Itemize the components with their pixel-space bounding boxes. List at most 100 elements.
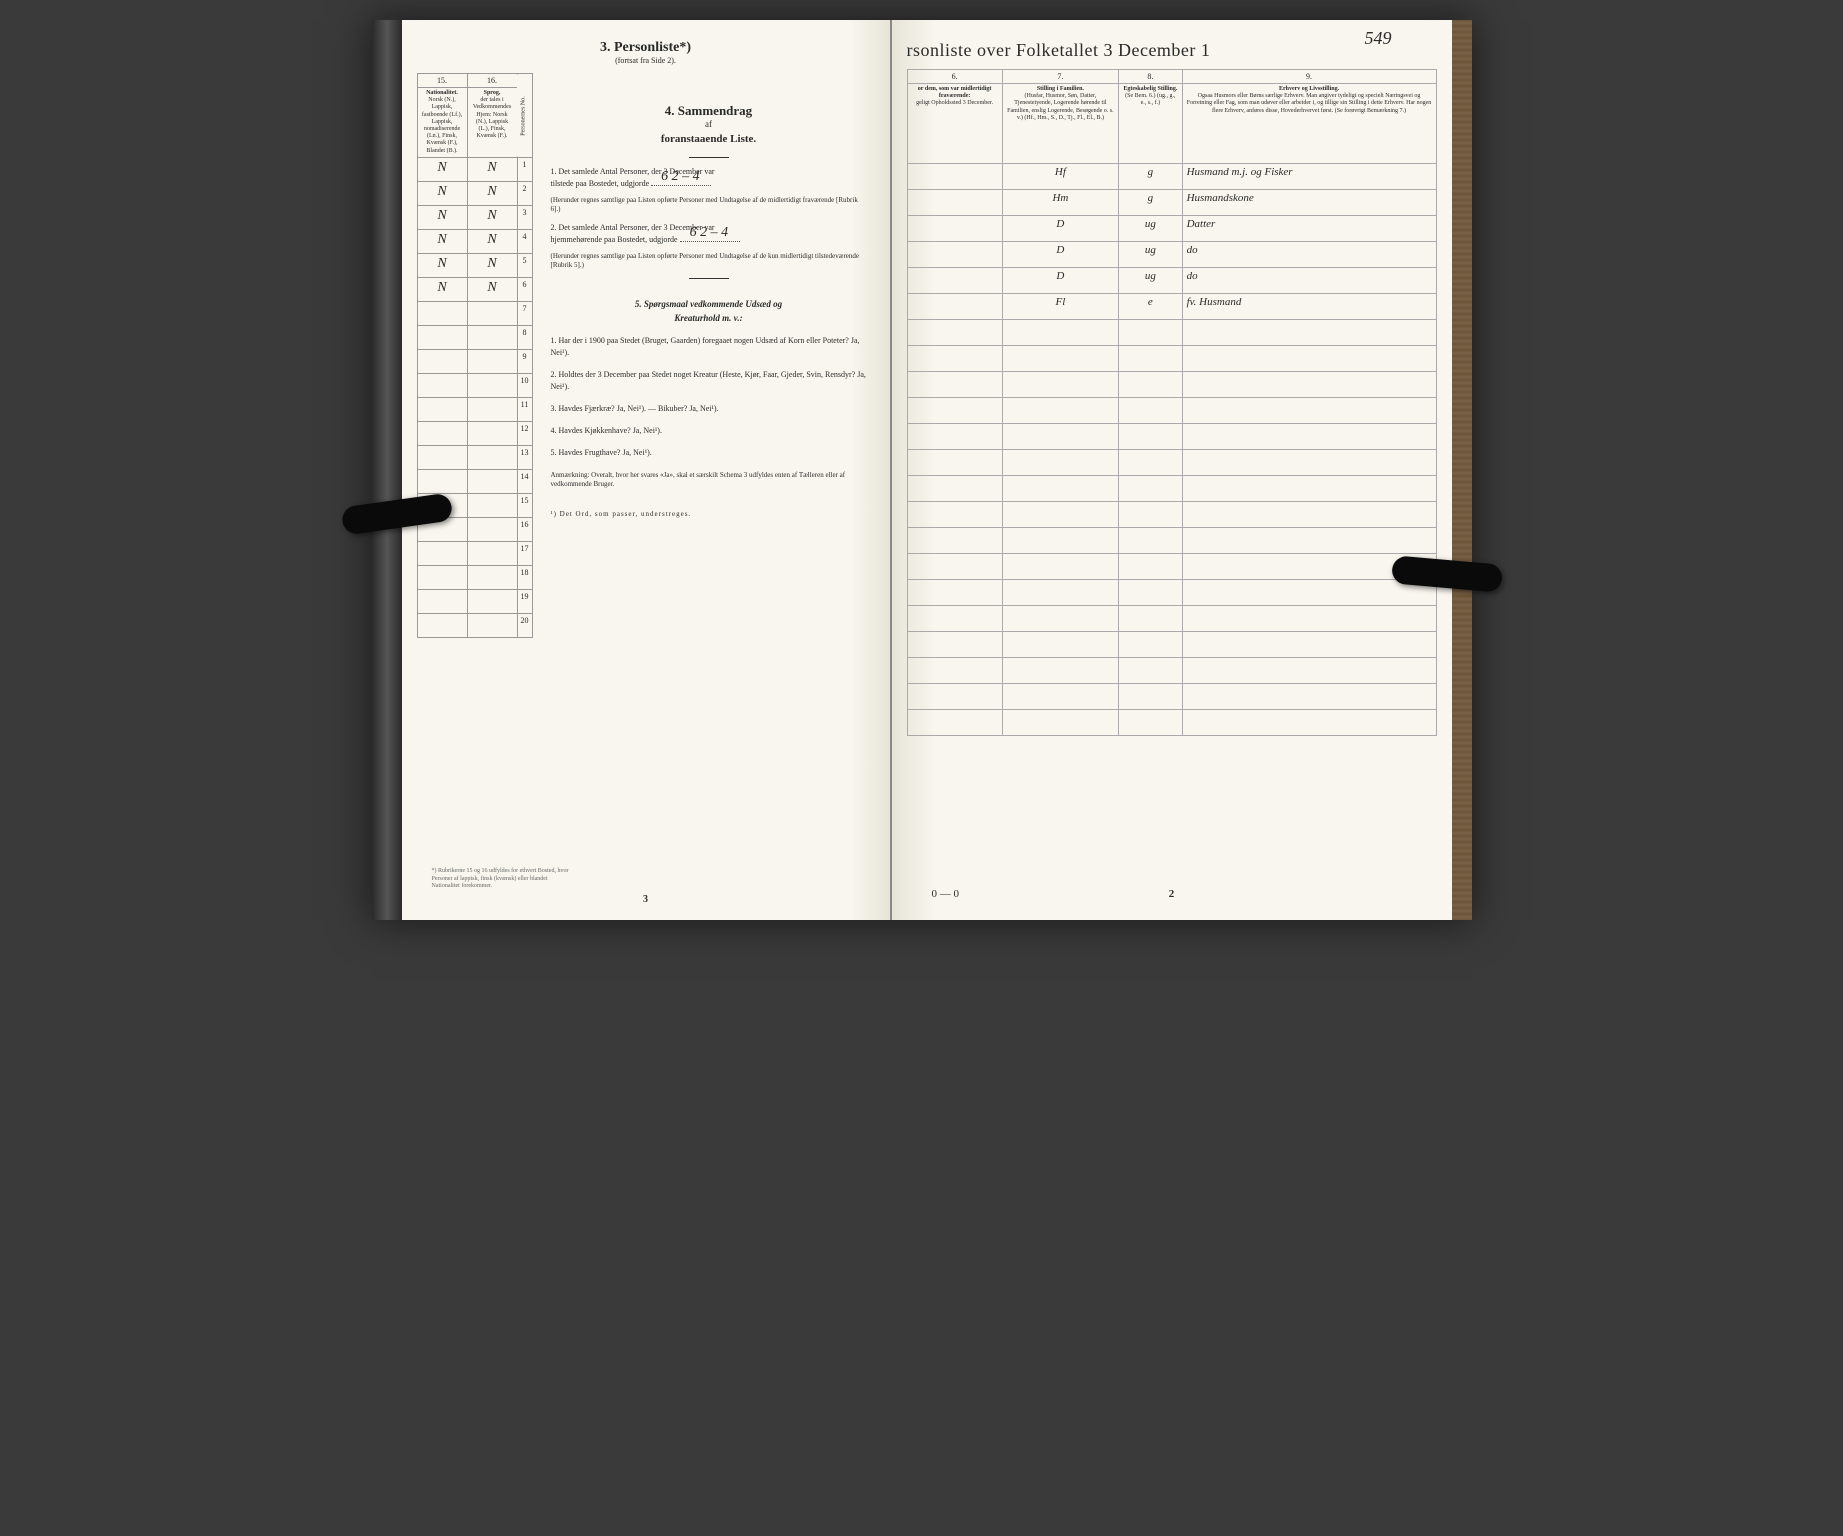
cell-empty (1002, 632, 1118, 658)
item1-paren: (Herunder regnes samtlige paa Listen opf… (551, 196, 867, 214)
row-number: 6 (517, 277, 532, 301)
cell-empty (1182, 658, 1436, 684)
cell-empty (1119, 398, 1182, 424)
cell-c16 (467, 397, 517, 421)
row-number: 8 (517, 325, 532, 349)
cell-empty (1119, 554, 1182, 580)
cell-c6 (907, 164, 1002, 190)
cell-c16: N (467, 277, 517, 301)
cell-empty (1182, 398, 1436, 424)
row-number: 19 (517, 589, 532, 613)
cell-empty (1119, 346, 1182, 372)
cell-c7: Hm (1002, 190, 1118, 216)
row-number: 9 (517, 349, 532, 373)
right-foot-num: 2 (1169, 888, 1175, 900)
cell-empty (907, 320, 1002, 346)
section3-title: 3. Personliste*) (600, 40, 691, 55)
cell-empty (1182, 450, 1436, 476)
divider (689, 157, 729, 158)
table-row-empty (907, 710, 1436, 736)
cell-empty (1002, 320, 1118, 346)
col9-num: 9. (1182, 70, 1436, 84)
cell-c16 (467, 373, 517, 397)
row-number: 11 (517, 397, 532, 421)
table-row-empty (907, 684, 1436, 710)
cell-empty (1119, 528, 1182, 554)
cell-empty (907, 372, 1002, 398)
divider2 (689, 278, 729, 279)
cell-c16 (467, 517, 517, 541)
cell-c16 (467, 565, 517, 589)
cell-c7: D (1002, 268, 1118, 294)
cell-empty (1119, 632, 1182, 658)
cell-empty (1119, 710, 1182, 736)
cell-empty (1119, 372, 1182, 398)
cell-empty (1002, 554, 1118, 580)
sammendrag-column: 4. Sammendrag af foranstaaende Liste. 1.… (543, 73, 875, 638)
table-row: 10 (417, 373, 532, 397)
table-row-empty (907, 450, 1436, 476)
cell-c15 (417, 469, 467, 493)
table-row-empty (907, 658, 1436, 684)
cell-empty (907, 684, 1002, 710)
cell-c15 (417, 325, 467, 349)
table-row: NN4 (417, 229, 532, 253)
row-number: 7 (517, 301, 532, 325)
cell-empty (907, 710, 1002, 736)
cell-empty (1182, 632, 1436, 658)
cell-empty (907, 346, 1002, 372)
row-number: 15 (517, 493, 532, 517)
cell-c16 (467, 421, 517, 445)
table-row: NN6 (417, 277, 532, 301)
handwritten-page-number: 549 (1365, 28, 1392, 49)
col7-num: 7. (1002, 70, 1118, 84)
cell-c15 (417, 565, 467, 589)
table-row: HmgHusmandskone (907, 190, 1436, 216)
cell-c7: Fl (1002, 294, 1118, 320)
cell-empty (907, 450, 1002, 476)
table-row: 19 (417, 589, 532, 613)
cell-empty (1182, 684, 1436, 710)
left-page: 3. Personliste*) (fortsat fra Side 2). 1… (402, 20, 892, 920)
row-number: 12 (517, 421, 532, 445)
cell-c16 (467, 589, 517, 613)
cell-c16 (467, 493, 517, 517)
table-row: NN1 (417, 157, 532, 181)
cell-c16 (467, 541, 517, 565)
left-foot-num: 3 (643, 894, 648, 905)
col9-header: Erhverv og Livsstilling. Ogsaa Husmors e… (1182, 84, 1436, 164)
cell-c8: g (1119, 190, 1182, 216)
cell-empty (907, 502, 1002, 528)
cell-c16: N (467, 205, 517, 229)
cell-c15 (417, 349, 467, 373)
row-number: 5 (517, 253, 532, 277)
book-spread: 3. Personliste*) (fortsat fra Side 2). 1… (372, 20, 1472, 920)
binding-left (372, 20, 402, 920)
cell-c8: ug (1119, 242, 1182, 268)
cell-c15: N (417, 205, 467, 229)
cell-empty (1119, 476, 1182, 502)
cell-empty (1182, 580, 1436, 606)
section3-subtitle: (fortsat fra Side 2). (417, 56, 875, 65)
item2-value: 6 2 – 4 (690, 222, 729, 243)
cell-empty (1182, 424, 1436, 450)
cell-empty (1002, 658, 1118, 684)
row-number: 14 (517, 469, 532, 493)
cell-c9: Husmandskone (1182, 190, 1436, 216)
cell-c16 (467, 469, 517, 493)
table-row: 14 (417, 469, 532, 493)
sammendrag-item2: 2. Det samlede Antal Personer, der 3 Dec… (551, 222, 867, 246)
cell-empty (1182, 710, 1436, 736)
cell-c15 (417, 301, 467, 325)
table-row-empty (907, 476, 1436, 502)
cell-empty (1002, 528, 1118, 554)
cell-empty (1002, 580, 1118, 606)
q2: 2. Holdtes der 3 December paa Stedet nog… (551, 369, 867, 393)
cell-c9: do (1182, 242, 1436, 268)
sammendrag-item1: 1. Det samlede Antal Personer, der 3 Dec… (551, 166, 867, 190)
cell-c16 (467, 445, 517, 469)
row-number: 20 (517, 613, 532, 637)
row-number: 10 (517, 373, 532, 397)
cell-c15 (417, 445, 467, 469)
table-row-empty (907, 502, 1436, 528)
